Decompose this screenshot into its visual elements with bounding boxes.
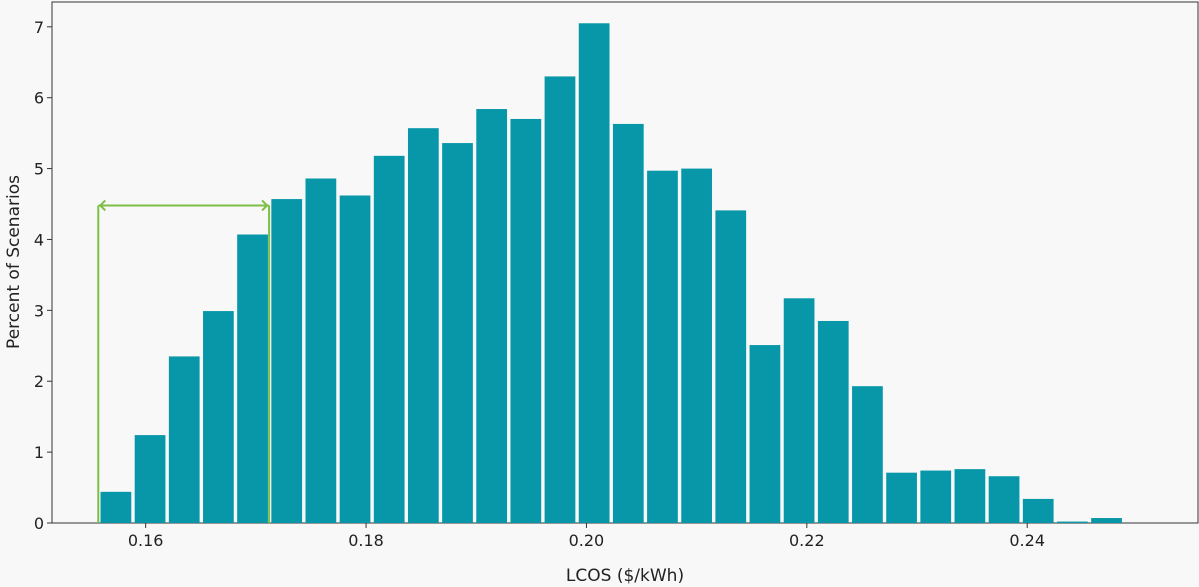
bar — [168, 356, 200, 523]
bar — [749, 345, 781, 523]
y-tick-label: 5 — [34, 160, 44, 179]
y-axis-label: Percent of Scenarios — [4, 175, 24, 349]
x-axis-label: LCOS ($/kWh) — [566, 566, 684, 586]
y-tick-label: 2 — [34, 372, 44, 391]
bar — [852, 386, 883, 523]
y-tick-label: 4 — [34, 230, 44, 249]
bar — [510, 118, 542, 524]
bar — [647, 170, 678, 523]
y-tick-label: 6 — [34, 89, 44, 108]
bar — [783, 298, 815, 523]
bar — [1022, 498, 1054, 523]
bar — [100, 491, 132, 523]
bar — [271, 199, 303, 523]
bar — [681, 168, 712, 523]
bar — [544, 76, 576, 524]
x-tick-label: 0.22 — [789, 531, 825, 550]
y-axis-ticks: 0 1 2 3 4 5 6 7 — [34, 18, 52, 533]
bar — [373, 155, 405, 523]
bar — [407, 128, 439, 524]
bar — [920, 470, 952, 523]
x-tick-label: 0.20 — [569, 531, 605, 550]
bar — [715, 210, 747, 523]
y-tick-label: 1 — [34, 443, 44, 462]
bars-group — [100, 23, 1122, 524]
bar — [817, 320, 849, 523]
y-tick-label: 3 — [34, 301, 44, 320]
x-axis-ticks: 0.16 0.18 0.20 0.22 0.24 — [128, 523, 1045, 550]
x-tick-label: 0.24 — [1009, 531, 1045, 550]
bar — [1057, 521, 1088, 523]
bar — [988, 476, 1020, 523]
y-tick-label: 7 — [34, 18, 44, 37]
bar — [134, 435, 166, 523]
bar — [339, 195, 371, 523]
y-tick-label: 0 — [34, 514, 44, 533]
bar — [203, 311, 234, 523]
x-tick-label: 0.16 — [128, 531, 164, 550]
bar — [1091, 518, 1122, 523]
bar — [476, 109, 508, 523]
bar — [578, 23, 610, 524]
x-tick-label: 0.18 — [348, 531, 384, 550]
bar — [442, 143, 473, 523]
range-annotation — [97, 199, 271, 523]
arrow-left-head — [98, 199, 106, 212]
arrow-right-head — [261, 199, 269, 212]
bar — [237, 234, 268, 523]
bar — [886, 472, 917, 523]
bar — [612, 123, 644, 524]
bar — [305, 178, 337, 523]
bar — [954, 469, 986, 523]
